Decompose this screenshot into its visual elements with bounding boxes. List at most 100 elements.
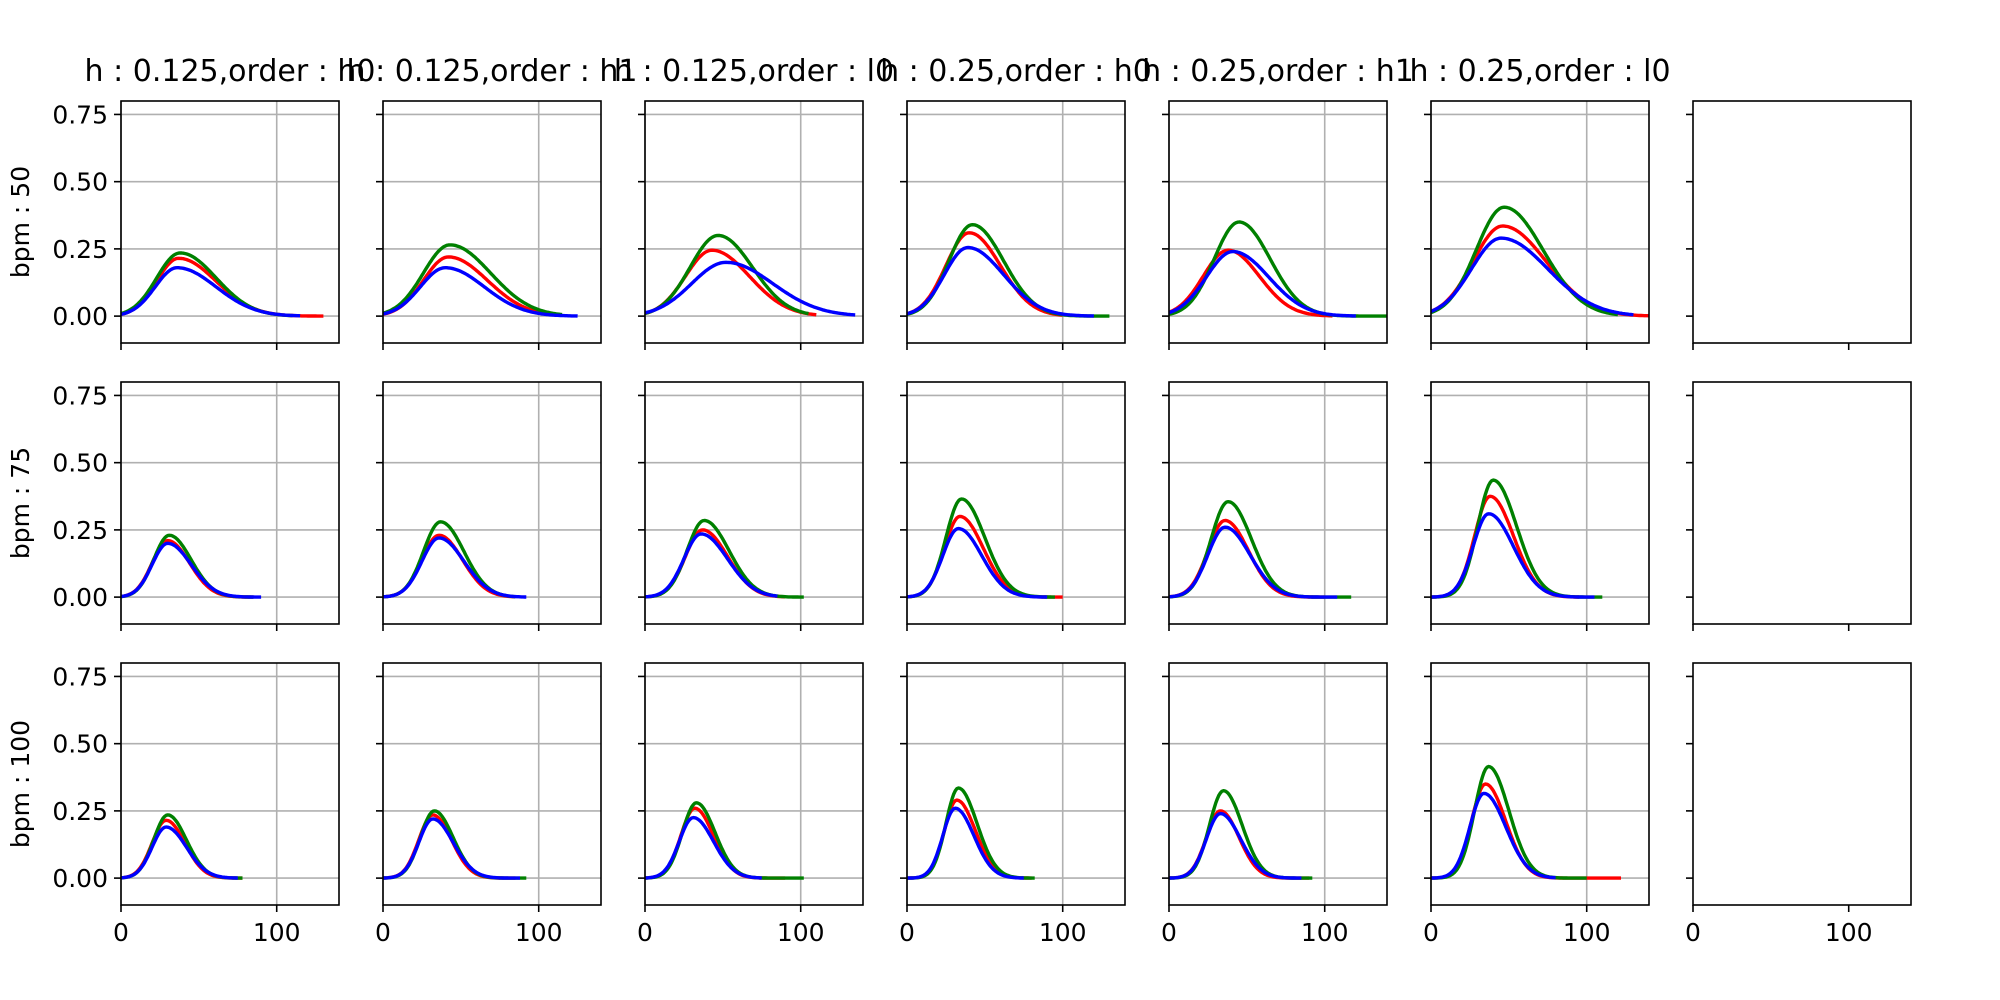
x-tick-label: 100 bbox=[1039, 918, 1087, 947]
series-line-blue bbox=[644, 815, 762, 880]
y-tick-label: 0.00 bbox=[52, 864, 108, 893]
series-line-red bbox=[1168, 248, 1333, 318]
x-tick-label: 100 bbox=[1301, 918, 1349, 947]
axes-frame bbox=[1430, 381, 1650, 625]
series-line-blue bbox=[644, 260, 856, 317]
series-line-red bbox=[906, 231, 1063, 317]
series-line-green bbox=[1430, 764, 1587, 880]
series-line-blue bbox=[1430, 236, 1634, 317]
x-tick-label: 0 bbox=[1685, 918, 1701, 947]
x-tick-label: 100 bbox=[253, 918, 301, 947]
row-ylabel: bpm : 75 bbox=[6, 447, 35, 559]
axes-frame bbox=[382, 381, 602, 625]
subplot-r1-c1 bbox=[376, 381, 602, 631]
series-line-blue bbox=[906, 806, 1024, 880]
series-line-blue bbox=[120, 266, 301, 318]
subplot-r0-c1: h : 0.125,order : h1 bbox=[347, 54, 638, 350]
series-line-blue bbox=[1168, 811, 1302, 880]
x-tick-label: 100 bbox=[1563, 918, 1611, 947]
axes-frame bbox=[120, 381, 340, 625]
subplot-title: h : 0.125,order : l0 bbox=[614, 54, 894, 89]
series-line-green bbox=[382, 520, 516, 599]
x-tick-label: 0 bbox=[375, 918, 391, 947]
subplot-r2-c4: 0 100 bbox=[1161, 662, 1388, 947]
x-tick-label: 0 bbox=[637, 918, 653, 947]
axes-frame bbox=[382, 662, 602, 906]
axes-frame bbox=[1430, 100, 1650, 344]
subplot-r0-c3: h : 0.25,order : h0 bbox=[880, 54, 1152, 350]
series-line-blue bbox=[120, 541, 262, 599]
series-line-blue bbox=[1168, 249, 1356, 318]
subplot-r0-c6 bbox=[1686, 100, 1912, 350]
subplot-title: h : 0.25,order : h1 bbox=[1142, 54, 1414, 89]
subplot-r2-c2: 0 100 bbox=[637, 662, 864, 947]
y-tick-label: 0.50 bbox=[52, 449, 108, 478]
series-line-blue bbox=[1430, 791, 1556, 880]
y-tick-label: 0.75 bbox=[52, 662, 108, 691]
subplot-r1-c4 bbox=[1162, 381, 1388, 631]
axes-frame bbox=[1168, 100, 1388, 344]
series-line-green bbox=[1168, 789, 1313, 880]
series-line-green bbox=[906, 223, 1110, 318]
y-tick-label: 0.25 bbox=[52, 797, 108, 826]
axes-frame bbox=[120, 100, 340, 344]
y-tick-label: 0.50 bbox=[52, 168, 108, 197]
subplot-r0-c2: h : 0.125,order : l0 bbox=[614, 54, 894, 350]
y-tick-label: 0.25 bbox=[52, 516, 108, 545]
subplot-r1-c6 bbox=[1686, 381, 1912, 631]
x-tick-label: 0 bbox=[1423, 918, 1439, 947]
series-line-green bbox=[906, 786, 1035, 880]
series-line-red bbox=[1430, 224, 1650, 318]
axes-frame bbox=[382, 100, 602, 344]
series-line-blue bbox=[120, 825, 238, 880]
axes-frame bbox=[644, 662, 864, 906]
axes-frame bbox=[906, 100, 1126, 344]
series-line-blue bbox=[382, 817, 521, 880]
x-tick-label: 100 bbox=[1825, 918, 1873, 947]
x-tick-label: 0 bbox=[113, 918, 129, 947]
row-ylabel: bpm : 50 bbox=[6, 166, 35, 278]
y-tick-label: 0.00 bbox=[52, 302, 108, 331]
subplot-title: h : 0.125,order : h0 bbox=[85, 54, 376, 89]
series-line-blue bbox=[382, 266, 578, 318]
y-tick-label: 0.25 bbox=[52, 235, 108, 264]
y-tick-label: 0.75 bbox=[52, 100, 108, 129]
series-line-red bbox=[1430, 494, 1580, 599]
x-tick-label: 100 bbox=[515, 918, 563, 947]
series-line-green bbox=[644, 233, 809, 316]
axes-frame bbox=[1692, 100, 1912, 344]
subplot-r1-c3 bbox=[900, 381, 1126, 631]
subplot-r0-c4: h : 0.25,order : h1 bbox=[1142, 54, 1414, 350]
axes-frame bbox=[906, 381, 1126, 625]
subplot-title: h : 0.25,order : l0 bbox=[1409, 54, 1670, 89]
y-tick-label: 0.50 bbox=[52, 730, 108, 759]
series-line-blue bbox=[382, 536, 527, 599]
series-line-blue bbox=[644, 532, 778, 599]
subplot-title: h : 0.25,order : h0 bbox=[880, 54, 1152, 89]
series-line-blue bbox=[1430, 512, 1595, 599]
axes-frame bbox=[120, 662, 340, 906]
y-tick-label: 0.00 bbox=[52, 583, 108, 612]
subplot-r2-c0: 0 100 0.00 0.25 0.50 0.75 bpm : 100 bbox=[6, 662, 340, 947]
series-line-blue bbox=[906, 245, 1095, 318]
series-line-green bbox=[1168, 220, 1388, 318]
axes-frame bbox=[1430, 662, 1650, 906]
axes-frame bbox=[1692, 381, 1912, 625]
series-line-green bbox=[1430, 478, 1603, 599]
row-ylabel: bpm : 100 bbox=[6, 720, 35, 848]
x-tick-label: 0 bbox=[899, 918, 915, 947]
axes-frame bbox=[1692, 662, 1912, 906]
subplot-r0-c0: 0.00 0.25 0.50 0.75 h : 0.125,order : h0 bpm … bbox=[6, 54, 376, 350]
series-line-green bbox=[120, 533, 254, 599]
series-line-green bbox=[1430, 205, 1619, 317]
series-line-red bbox=[382, 813, 516, 880]
subplot-title: h : 0.125,order : h1 bbox=[347, 54, 638, 89]
series-line-red bbox=[906, 798, 1032, 880]
series-line-blue bbox=[1168, 525, 1338, 599]
series-line-red bbox=[120, 538, 254, 599]
subplot-r1-c0: 0.00 0.25 0.50 0.75 bpm : 75 bbox=[6, 381, 340, 631]
x-tick-label: 100 bbox=[777, 918, 825, 947]
series-line-red bbox=[644, 248, 817, 317]
subplot-r2-c6: 0 100 bbox=[1685, 662, 1912, 947]
